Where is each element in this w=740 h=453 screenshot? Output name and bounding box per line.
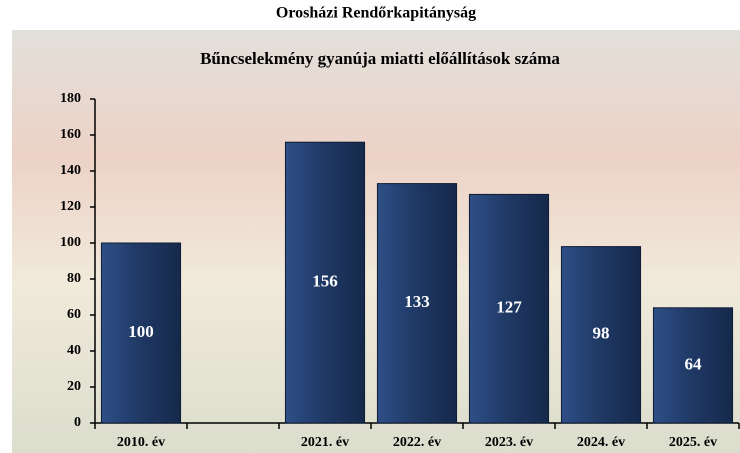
data-label: 100	[128, 322, 154, 341]
chart: Orosházi Rendőrkapitányság Bűncselekmény…	[0, 0, 740, 453]
y-tick-label: 100	[60, 235, 81, 250]
data-label: 98	[593, 324, 610, 343]
data-label: 133	[404, 292, 430, 311]
data-label: 156	[312, 272, 338, 291]
x-tick-label: 2010. év	[117, 435, 165, 450]
y-tick-label: 160	[60, 127, 81, 142]
y-tick-label: 120	[60, 199, 81, 214]
x-tick-label: 2023. év	[485, 435, 533, 450]
data-label: 64	[685, 354, 703, 373]
chart-title: Orosházi Rendőrkapitányság	[276, 5, 476, 22]
y-tick-label: 80	[67, 271, 81, 286]
page: Orosházi Rendőrkapitányság Bűncselekmény…	[0, 0, 740, 453]
x-tick-label: 2025. év	[669, 435, 717, 450]
y-tick-label: 60	[67, 307, 81, 322]
x-tick-label: 2022. év	[393, 435, 441, 450]
x-tick-label: 2024. év	[577, 435, 625, 450]
y-tick-label: 180	[60, 91, 81, 106]
x-tick-label: 2021. év	[301, 435, 349, 450]
y-tick-label: 40	[67, 343, 81, 358]
y-tick-label: 20	[67, 379, 81, 394]
chart-subtitle: Bűncselekmény gyanúja miatti előállításo…	[200, 49, 560, 68]
y-tick-label: 140	[60, 163, 81, 178]
y-tick-label: 0	[74, 415, 81, 430]
data-label: 127	[496, 298, 522, 317]
